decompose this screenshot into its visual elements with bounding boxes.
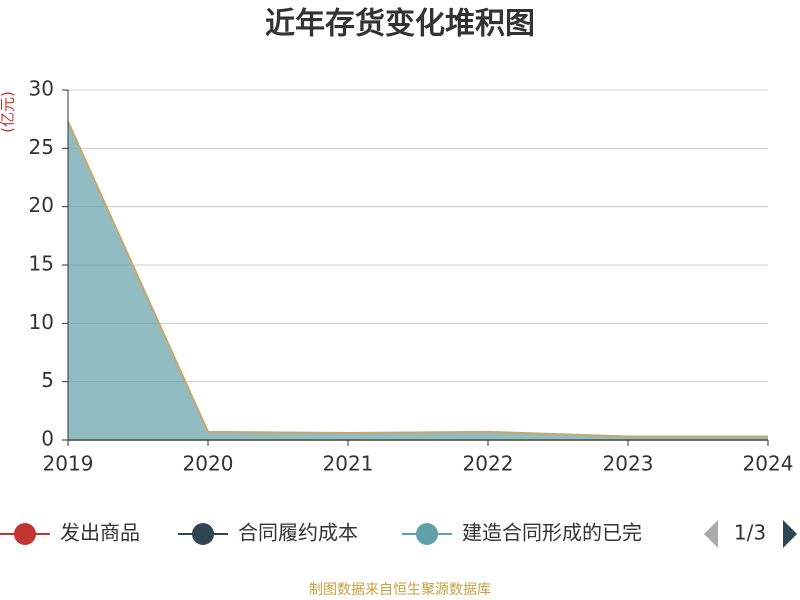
y-tick-label: 20 (29, 193, 54, 217)
legend-marker (14, 523, 36, 545)
legend-item[interactable]: 建造合同形成的已完 (402, 521, 642, 546)
x-tick-label: 2021 (323, 452, 374, 476)
y-tick-label: 0 (41, 427, 54, 451)
legend-marker (416, 523, 438, 545)
x-tick-label: 2022 (463, 452, 514, 476)
legend-next[interactable] (783, 520, 797, 548)
legend-label: 建造合同形成的已完 (462, 521, 642, 545)
area-line (67, 121, 768, 438)
area (68, 121, 768, 440)
y-tick-label: 15 (29, 252, 54, 276)
legend-prev[interactable] (704, 520, 718, 548)
x-tick-label: 2023 (603, 452, 654, 476)
legend-label: 发出商品 (60, 521, 140, 545)
x-tick-label: 2024 (743, 452, 794, 476)
y-tick-label: 10 (29, 310, 54, 334)
y-tick-label: 5 (41, 368, 54, 392)
chart-title: 近年存货变化堆积图 (265, 7, 535, 42)
x-tick-label: 2019 (43, 452, 94, 476)
x-tick-label: 2020 (183, 452, 234, 476)
y-tick-label: 25 (29, 135, 54, 159)
legend-item[interactable]: 发出商品 (0, 521, 140, 546)
y-tick-label: 30 (29, 77, 54, 101)
legend-page: 1/3 (734, 521, 766, 545)
y-axis-label: (亿元) (0, 91, 17, 133)
legend-label: 合同履约成本 (238, 521, 358, 545)
legend-item[interactable]: 合同履约成本 (178, 521, 358, 546)
legend-marker (192, 523, 214, 545)
source-note: 制图数据来自恒生聚源数据库 (309, 582, 491, 598)
